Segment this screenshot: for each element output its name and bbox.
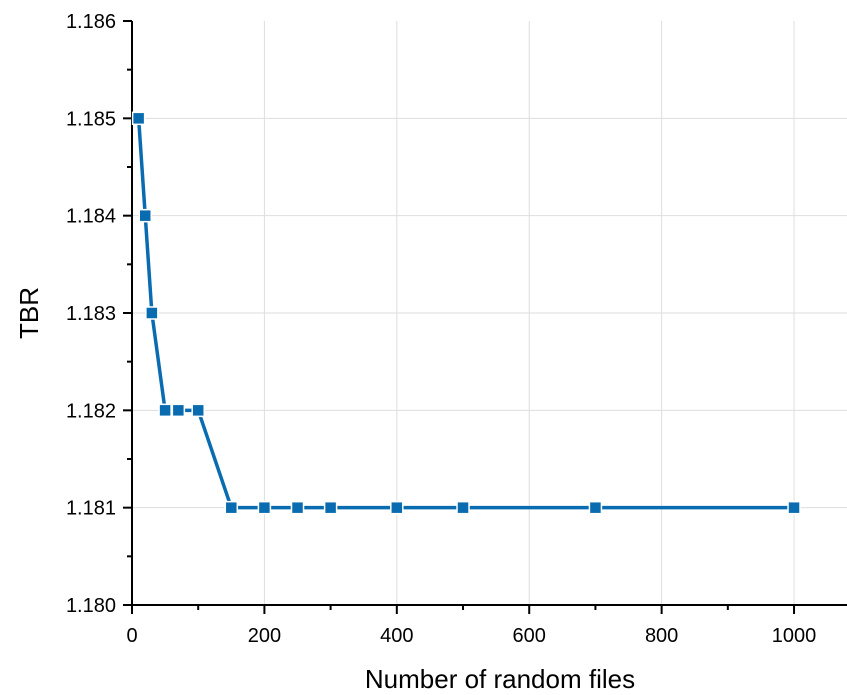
y-tick-label: 1.183 [66, 303, 116, 325]
x-axis-title: Number of random files [365, 664, 635, 694]
x-tick-label: 600 [513, 625, 546, 647]
series-layer [131, 111, 801, 515]
data-point-marker [158, 403, 172, 418]
y-tick-label: 1.180 [66, 595, 116, 617]
data-point-marker [191, 403, 205, 418]
y-tick-label: 1.182 [66, 400, 116, 422]
grid-lines [132, 21, 847, 605]
data-point-marker [390, 500, 404, 515]
y-tick-label: 1.185 [66, 108, 116, 130]
data-point-marker [456, 500, 470, 515]
series-line [136, 118, 795, 510]
data-point-marker [138, 208, 152, 223]
y-tick-label: 1.184 [66, 206, 116, 228]
data-point-marker [145, 306, 159, 320]
data-point-marker [131, 111, 146, 126]
data-point-marker [323, 500, 338, 515]
y-tick-labels: 1.180 1.181 1.182 1.183 1.184 1.185 1.186 [66, 11, 116, 617]
data-point-marker [171, 403, 186, 418]
x-tick-label: 0 [126, 625, 137, 647]
data-point-marker [588, 500, 603, 515]
x-tick-label: 800 [645, 625, 678, 647]
y-tick-label: 1.181 [66, 498, 116, 520]
data-point-marker [290, 500, 305, 515]
data-point-marker [224, 500, 239, 515]
y-tick-label: 1.186 [66, 11, 116, 33]
data-point-marker [257, 500, 272, 515]
x-tick-label: 400 [380, 625, 413, 647]
data-point-marker [787, 500, 801, 515]
y-axis-title: TBR [14, 287, 44, 339]
tick-marks [123, 20, 796, 614]
x-tick-labels: 0 200 400 600 800 1000 [126, 625, 816, 647]
x-tick-label: 1000 [772, 625, 817, 647]
x-tick-label: 200 [248, 625, 281, 647]
